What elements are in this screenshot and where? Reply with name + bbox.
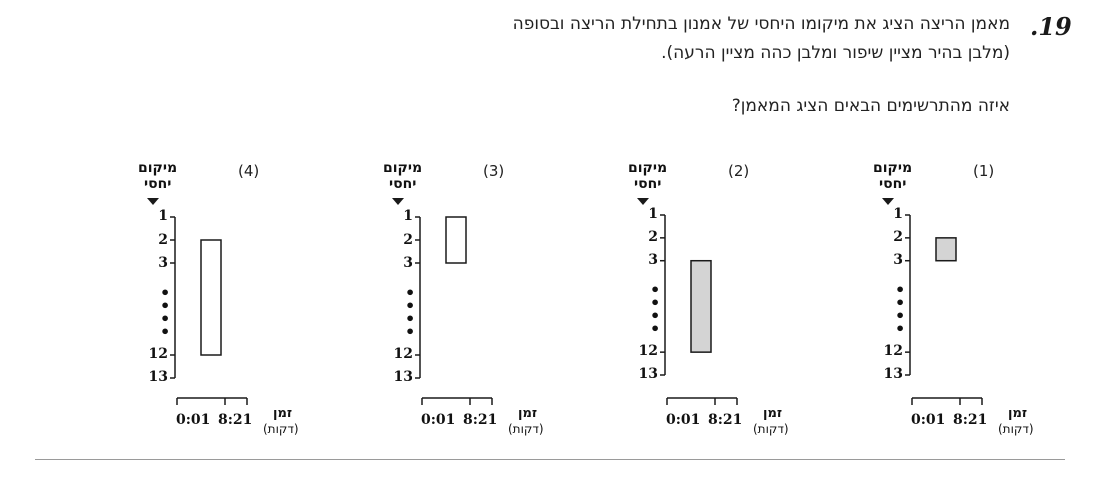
ellipsis-dot-2: •	[160, 296, 171, 315]
y-tick-12: 12	[638, 343, 658, 359]
y-tick-13: 13	[883, 366, 903, 382]
chart-option-4[interactable]: (4) מיקום יחסי 1 2 3 12 13 • • • • 0:01 …	[130, 150, 375, 450]
x-tick-start: 0:01	[176, 412, 211, 428]
y-tick-3: 3	[648, 252, 658, 268]
y-tick-13: 13	[148, 369, 168, 385]
ellipsis-dot-1: •	[405, 283, 416, 302]
chart-canvas	[147, 198, 248, 405]
question-number: .19	[1030, 12, 1072, 41]
y-tick-12: 12	[883, 343, 903, 359]
y-tick-1: 1	[158, 208, 168, 224]
y-tick-2: 2	[158, 232, 168, 248]
y-tick-12: 12	[148, 346, 168, 362]
position-bar	[935, 237, 957, 262]
ellipsis-dot-4: •	[895, 319, 906, 338]
ellipsis-dot-2: •	[895, 293, 906, 312]
question-prompt: איזה מהתרשימים הבאים הציג המאמן?	[731, 96, 1010, 116]
y-axis-label-line-1: מיקום	[873, 160, 913, 176]
x-tick-start: 0:01	[421, 412, 456, 428]
x-tick-start: 0:01	[666, 412, 701, 428]
ellipsis-dot-4: •	[160, 322, 171, 341]
y-tick-12: 12	[393, 346, 413, 362]
option-label: (2)	[728, 162, 750, 180]
ellipsis-dot-1: •	[895, 280, 906, 299]
y-tick-1: 1	[893, 206, 903, 222]
y-axis-arrow-icon	[637, 198, 649, 205]
y-tick-13: 13	[393, 369, 413, 385]
position-bar	[200, 239, 222, 356]
y-tick-1: 1	[403, 208, 413, 224]
x-axis-label-line-1: זמן	[1008, 406, 1028, 421]
chart-option-2[interactable]: (2) מיקום יחסי 1 2 3 12 13 • • • • 0:01 …	[620, 150, 865, 450]
x-tick-start: 0:01	[911, 412, 946, 428]
y-tick-1: 1	[648, 206, 658, 222]
option-label: (4)	[238, 162, 260, 180]
chart-canvas	[392, 198, 493, 405]
chart-option-1[interactable]: (1) מיקום יחסי 1 2 3 12 13 • • • • 0:01 …	[865, 150, 1095, 450]
y-axis-arrow-icon	[392, 198, 404, 205]
bottom-divider	[35, 459, 1065, 460]
question-text-line-2: (מלבן בהיר מציין שיפור ומלבן כהה מציין ה…	[661, 43, 1010, 63]
y-axis-arrow-icon	[147, 198, 159, 205]
x-axis-label-line-1: זמן	[273, 406, 293, 421]
position-bar	[690, 259, 712, 353]
x-axis-label-line-2: (דקות)	[263, 422, 299, 436]
x-axis-label-line-1: זמן	[518, 406, 538, 421]
y-tick-3: 3	[158, 255, 168, 271]
x-axis-label-line-2: (דקות)	[508, 422, 544, 436]
x-axis-label-line-2: (דקות)	[753, 422, 789, 436]
y-axis-arrow-icon	[882, 198, 894, 205]
x-tick-end: 8:21	[953, 412, 988, 428]
y-axis-label-line-2: יחסי	[144, 176, 172, 192]
option-label: (1)	[973, 162, 995, 180]
x-axis-label-line-1: זמן	[763, 406, 783, 421]
y-tick-13: 13	[638, 366, 658, 382]
y-axis-label-line-1: מיקום	[383, 160, 423, 176]
ellipsis-dot-3: •	[160, 309, 171, 328]
x-tick-end: 8:21	[708, 412, 743, 428]
y-tick-3: 3	[893, 252, 903, 268]
ellipsis-dot-2: •	[405, 296, 416, 315]
y-tick-2: 2	[403, 232, 413, 248]
y-axis-label-line-2: יחסי	[634, 176, 662, 192]
y-axis-label-line-1: מיקום	[628, 160, 668, 176]
y-tick-3: 3	[403, 255, 413, 271]
ellipsis-dot-3: •	[895, 306, 906, 325]
position-bar	[445, 216, 467, 264]
ellipsis-dot-2: •	[650, 293, 661, 312]
ellipsis-dot-4: •	[650, 319, 661, 338]
question-text-line-1: מאמן הריצה הציג את מיקומו היחסי של אמנון…	[512, 14, 1010, 34]
chart-option-3[interactable]: (3) מיקום יחסי 1 2 3 12 13 • • • • 0:01 …	[375, 150, 620, 450]
y-axis-label-line-2: יחסי	[879, 176, 907, 192]
ellipsis-dot-3: •	[650, 306, 661, 325]
y-tick-2: 2	[648, 229, 658, 245]
ellipsis-dot-1: •	[650, 280, 661, 299]
y-axis-label-line-1: מיקום	[138, 160, 178, 176]
x-tick-end: 8:21	[463, 412, 498, 428]
chart-canvas	[637, 198, 738, 405]
y-tick-2: 2	[893, 229, 903, 245]
y-axis-label-line-2: יחסי	[389, 176, 417, 192]
option-label: (3)	[483, 162, 505, 180]
ellipsis-dot-4: •	[405, 322, 416, 341]
ellipsis-dot-1: •	[160, 283, 171, 302]
chart-canvas	[882, 198, 983, 405]
ellipsis-dot-3: •	[405, 309, 416, 328]
x-tick-end: 8:21	[218, 412, 253, 428]
x-axis-label-line-2: (דקות)	[998, 422, 1034, 436]
